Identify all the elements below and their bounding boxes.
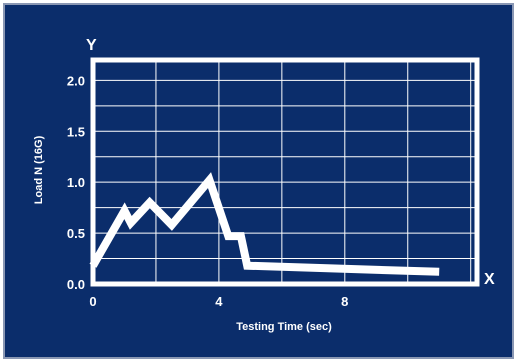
y-axis-label: Load N (16G) — [33, 135, 45, 204]
x-axis-label: Testing Time (sec) — [236, 321, 332, 333]
y-tick-label: 0.5 — [67, 226, 85, 241]
x-tick-label: 8 — [341, 294, 348, 309]
x-tick-label: 4 — [215, 294, 223, 309]
chart-grid — [93, 60, 477, 284]
x-tick-label: 0 — [89, 294, 96, 309]
tick-labels: 0.0 0.5 1.0 1.5 2.0 0 4 8 — [67, 73, 348, 309]
x-axis-letter: X — [484, 271, 495, 288]
y-tick-label: 1.5 — [67, 124, 85, 139]
y-tick-label: 2.0 — [67, 73, 85, 88]
y-axis-letter: Y — [86, 37, 97, 54]
plot-frame — [90, 57, 480, 287]
y-tick-label: 1.0 — [67, 175, 85, 190]
series-line — [89, 172, 440, 276]
y-tick-label: 0.0 — [67, 277, 85, 292]
